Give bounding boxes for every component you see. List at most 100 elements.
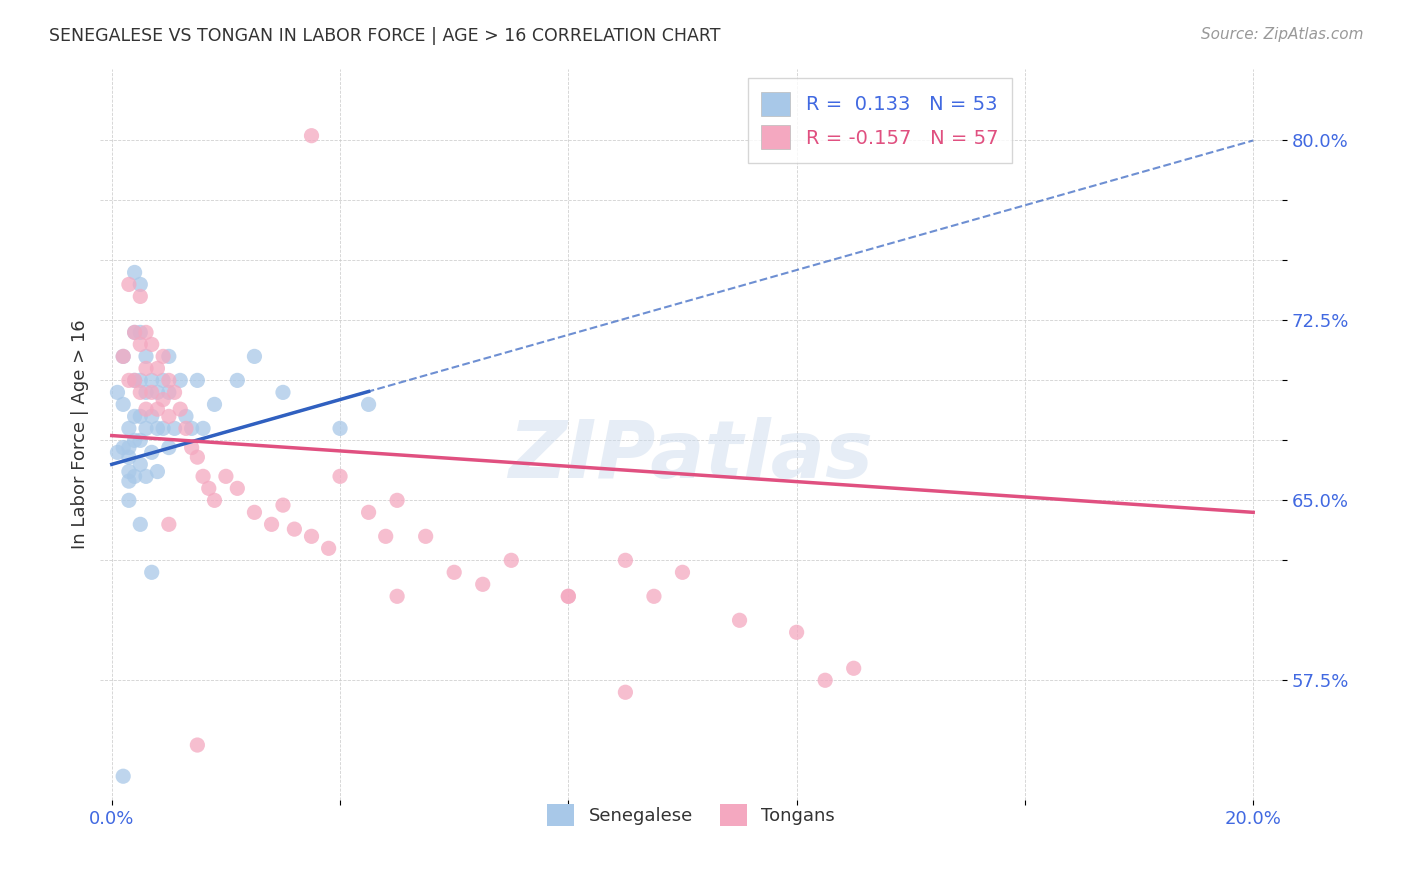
Point bbox=[118, 465, 141, 479]
Point bbox=[141, 566, 163, 580]
Point bbox=[157, 409, 180, 424]
Point bbox=[226, 481, 249, 495]
Point bbox=[557, 589, 579, 603]
Point bbox=[129, 458, 152, 472]
Point bbox=[443, 566, 465, 580]
Point bbox=[614, 553, 637, 567]
Point bbox=[141, 409, 163, 424]
Point bbox=[814, 673, 837, 688]
Point bbox=[141, 337, 163, 351]
Point bbox=[204, 493, 226, 508]
Point bbox=[180, 441, 202, 455]
Point bbox=[243, 505, 266, 519]
Point bbox=[614, 685, 637, 699]
Point bbox=[129, 409, 152, 424]
Point bbox=[728, 613, 751, 627]
Point bbox=[163, 385, 186, 400]
Point bbox=[118, 474, 141, 488]
Point bbox=[124, 265, 146, 279]
Point bbox=[124, 469, 146, 483]
Point bbox=[243, 350, 266, 364]
Point bbox=[141, 445, 163, 459]
Point bbox=[112, 350, 135, 364]
Point bbox=[146, 385, 169, 400]
Point bbox=[329, 469, 352, 483]
Point bbox=[157, 350, 180, 364]
Point bbox=[186, 373, 208, 387]
Point bbox=[643, 589, 665, 603]
Point bbox=[124, 326, 146, 340]
Point bbox=[226, 373, 249, 387]
Point bbox=[135, 402, 157, 417]
Point bbox=[174, 409, 197, 424]
Point bbox=[318, 541, 340, 556]
Point bbox=[124, 434, 146, 448]
Point bbox=[157, 373, 180, 387]
Point bbox=[124, 409, 146, 424]
Point bbox=[135, 361, 157, 376]
Point bbox=[180, 421, 202, 435]
Point bbox=[146, 465, 169, 479]
Point bbox=[191, 421, 214, 435]
Point bbox=[197, 481, 219, 495]
Point bbox=[157, 385, 180, 400]
Point bbox=[118, 441, 141, 455]
Point bbox=[260, 517, 283, 532]
Point bbox=[129, 373, 152, 387]
Point bbox=[135, 350, 157, 364]
Point bbox=[157, 517, 180, 532]
Point bbox=[215, 469, 238, 483]
Point bbox=[135, 326, 157, 340]
Point bbox=[271, 498, 294, 512]
Point bbox=[124, 373, 146, 387]
Point bbox=[152, 373, 174, 387]
Text: ZIPatlas: ZIPatlas bbox=[509, 417, 873, 495]
Point bbox=[842, 661, 865, 675]
Point bbox=[163, 421, 186, 435]
Point bbox=[301, 529, 323, 543]
Point bbox=[301, 128, 323, 143]
Point bbox=[146, 402, 169, 417]
Point bbox=[124, 326, 146, 340]
Point bbox=[124, 373, 146, 387]
Point bbox=[191, 469, 214, 483]
Point bbox=[112, 441, 135, 455]
Point bbox=[141, 373, 163, 387]
Legend: Senegalese, Tongans: Senegalese, Tongans bbox=[538, 795, 844, 835]
Point bbox=[107, 445, 129, 459]
Point bbox=[385, 493, 408, 508]
Point bbox=[129, 289, 152, 303]
Point bbox=[186, 450, 208, 465]
Point bbox=[129, 337, 152, 351]
Point bbox=[118, 450, 141, 465]
Point bbox=[329, 421, 352, 435]
Point bbox=[169, 373, 191, 387]
Point bbox=[107, 385, 129, 400]
Point bbox=[186, 738, 208, 752]
Point bbox=[118, 421, 141, 435]
Point bbox=[118, 277, 141, 292]
Point bbox=[157, 441, 180, 455]
Point bbox=[415, 529, 437, 543]
Point bbox=[129, 517, 152, 532]
Point bbox=[152, 350, 174, 364]
Point bbox=[557, 589, 579, 603]
Point bbox=[129, 277, 152, 292]
Point bbox=[152, 421, 174, 435]
Point bbox=[204, 397, 226, 411]
Point bbox=[146, 421, 169, 435]
Point bbox=[146, 361, 169, 376]
Point bbox=[174, 421, 197, 435]
Point bbox=[135, 469, 157, 483]
Point bbox=[135, 385, 157, 400]
Point bbox=[118, 373, 141, 387]
Point bbox=[129, 385, 152, 400]
Point bbox=[501, 553, 523, 567]
Point bbox=[152, 392, 174, 407]
Point bbox=[129, 326, 152, 340]
Point bbox=[135, 421, 157, 435]
Point bbox=[129, 434, 152, 448]
Point bbox=[271, 385, 294, 400]
Point bbox=[112, 769, 135, 783]
Point bbox=[357, 505, 380, 519]
